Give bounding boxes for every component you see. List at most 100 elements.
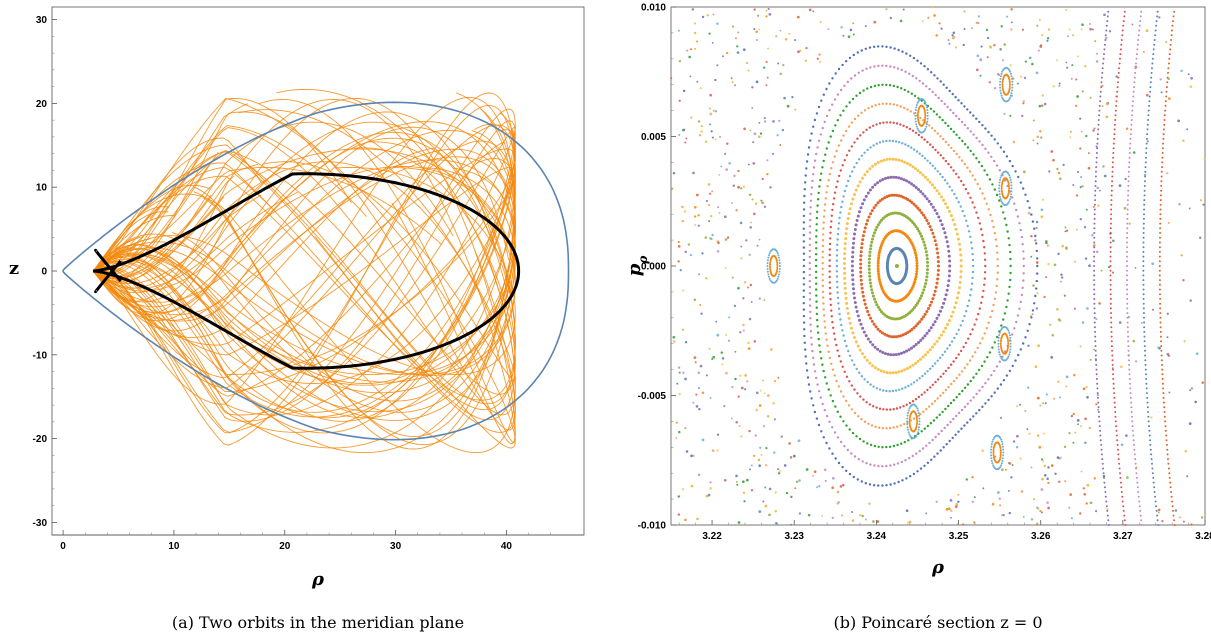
torus-point bbox=[857, 415, 860, 418]
torus-point bbox=[829, 225, 832, 229]
curve-point bbox=[1100, 448, 1103, 451]
torus-point bbox=[917, 395, 921, 399]
island-point bbox=[915, 123, 918, 126]
sea-point bbox=[1178, 203, 1181, 206]
curve-point bbox=[1103, 43, 1106, 46]
island-point bbox=[915, 435, 918, 437]
y-tick-label-b: -0.005 bbox=[638, 391, 667, 402]
torus-point bbox=[968, 170, 972, 173]
sea-point bbox=[977, 21, 980, 25]
curve-point bbox=[1150, 71, 1153, 74]
sea-point bbox=[705, 494, 709, 498]
curve-point bbox=[1093, 213, 1096, 216]
torus-point bbox=[942, 301, 946, 305]
torus-point bbox=[954, 96, 957, 99]
torus-point bbox=[808, 261, 811, 265]
sea-point bbox=[735, 474, 738, 478]
island-point bbox=[1008, 187, 1011, 190]
curve-point bbox=[1148, 425, 1150, 428]
torus-point bbox=[905, 477, 908, 480]
island-point bbox=[1008, 85, 1011, 88]
curve-point bbox=[1140, 10, 1143, 13]
torus-point bbox=[809, 139, 812, 142]
sea-point bbox=[1040, 136, 1043, 139]
sea-point bbox=[761, 201, 764, 205]
torus-point bbox=[935, 212, 939, 216]
sea-point bbox=[718, 211, 721, 214]
torus-point bbox=[958, 242, 961, 246]
sea-point bbox=[1201, 381, 1204, 384]
sea-point bbox=[749, 283, 753, 287]
curve-point bbox=[1113, 396, 1116, 399]
torus-point bbox=[914, 253, 918, 257]
torus-point bbox=[884, 176, 887, 180]
torus-point bbox=[802, 264, 806, 268]
sea-point bbox=[1062, 163, 1065, 167]
curve-point bbox=[1126, 288, 1129, 291]
torus-point bbox=[848, 175, 852, 178]
sea-point bbox=[706, 14, 709, 17]
torus-point bbox=[837, 307, 841, 310]
curve-point bbox=[1151, 462, 1153, 465]
torus-point bbox=[843, 370, 846, 373]
sea-point bbox=[684, 427, 687, 430]
torus-point bbox=[918, 232, 922, 236]
torus-point bbox=[833, 191, 837, 194]
sea-point bbox=[684, 377, 687, 381]
torus-point bbox=[880, 197, 884, 201]
curve-point bbox=[1126, 293, 1129, 296]
island-point bbox=[999, 75, 1002, 78]
sea-point bbox=[1092, 205, 1095, 208]
curve-point bbox=[1120, 43, 1123, 46]
torus-point bbox=[867, 422, 870, 425]
curve-point bbox=[1128, 378, 1131, 380]
sea-point bbox=[675, 437, 678, 439]
island-point bbox=[778, 270, 781, 273]
sea-point bbox=[758, 121, 761, 124]
torus-point bbox=[908, 329, 912, 333]
curve-point bbox=[1160, 340, 1163, 343]
sea-point bbox=[836, 490, 840, 494]
sea-point bbox=[899, 19, 903, 23]
torus-point bbox=[931, 323, 935, 327]
sea-point bbox=[1036, 135, 1040, 139]
sea-point bbox=[717, 206, 720, 209]
torus-point bbox=[960, 102, 963, 105]
torus-point bbox=[899, 406, 902, 409]
curve-point bbox=[1111, 349, 1114, 352]
torus-point bbox=[819, 178, 822, 182]
curve-point bbox=[1149, 90, 1152, 93]
sea-point bbox=[1076, 228, 1078, 231]
sea-point bbox=[768, 513, 771, 517]
island-point bbox=[915, 423, 918, 426]
torus-point bbox=[951, 310, 955, 314]
island-point bbox=[992, 454, 995, 457]
torus-point bbox=[993, 188, 996, 191]
curve-point bbox=[1171, 505, 1174, 508]
torus-point bbox=[901, 142, 904, 145]
torus-point bbox=[808, 279, 811, 283]
sea-point bbox=[1079, 512, 1082, 515]
torus-point bbox=[885, 139, 888, 143]
island-point bbox=[999, 453, 1002, 456]
curve-point bbox=[1110, 330, 1113, 333]
sea-point bbox=[949, 499, 953, 502]
torus-point bbox=[939, 80, 942, 83]
curve-point bbox=[1133, 448, 1136, 451]
island-point bbox=[1000, 94, 1003, 97]
sea-point bbox=[678, 392, 681, 396]
curve-point bbox=[1151, 467, 1154, 470]
curve-point bbox=[1126, 279, 1128, 282]
torus-point bbox=[913, 280, 917, 284]
torus-point bbox=[949, 401, 953, 405]
torus-point bbox=[947, 249, 951, 253]
torus-point bbox=[937, 432, 940, 436]
curve-point bbox=[1129, 382, 1131, 385]
torus-point bbox=[921, 82, 925, 85]
torus-point bbox=[906, 331, 910, 334]
torus-point bbox=[939, 219, 942, 223]
torus-point bbox=[822, 369, 825, 373]
torus-point bbox=[872, 124, 875, 128]
curve-point bbox=[1112, 373, 1115, 376]
torus-point bbox=[910, 346, 913, 350]
